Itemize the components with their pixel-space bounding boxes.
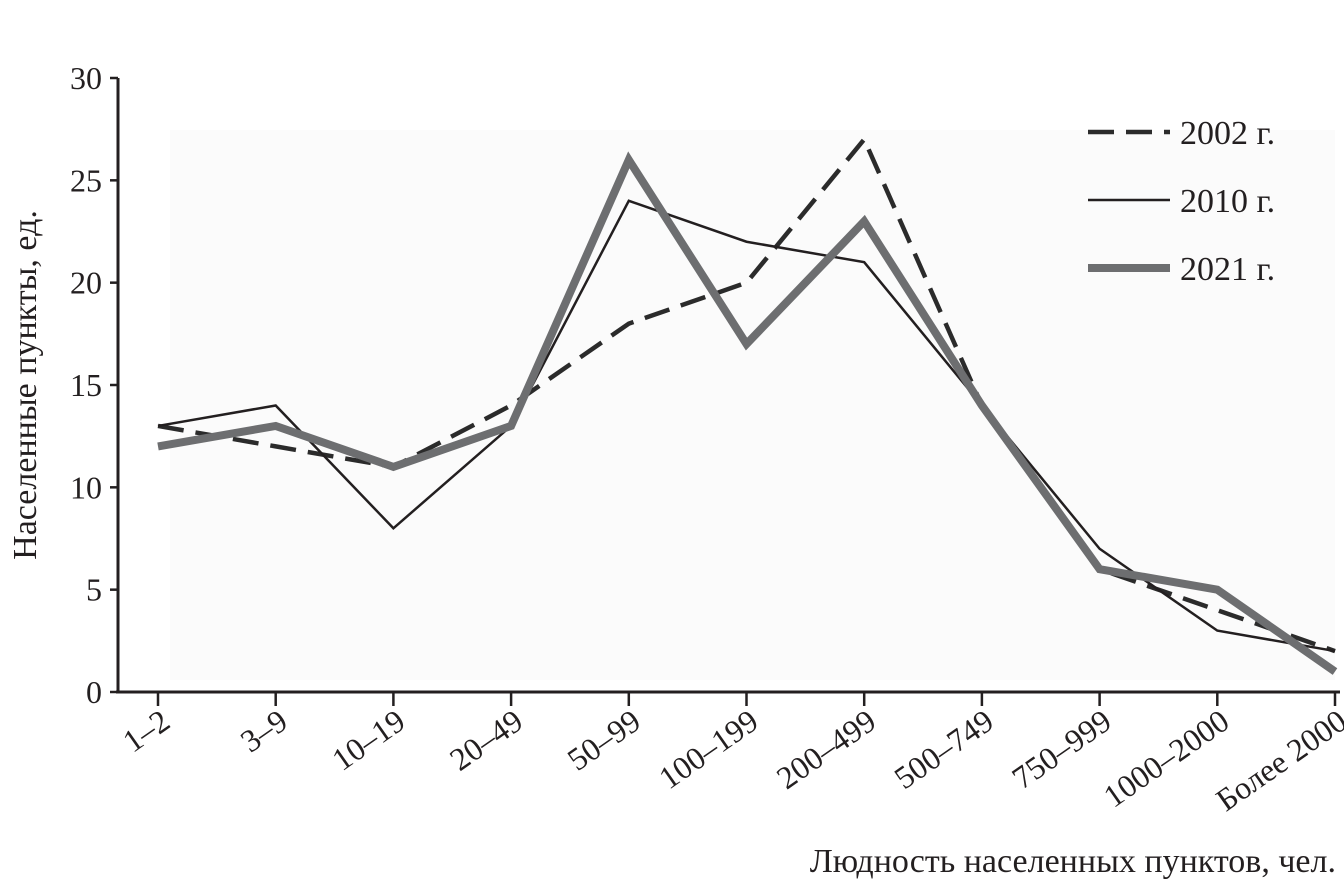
y-tick-label: 0: [86, 674, 102, 710]
x-tick-label: 100–199: [652, 702, 764, 796]
x-tick-label: 50–99: [561, 702, 647, 777]
x-axis-title: Людность населенных пунктов, чел.: [810, 843, 1336, 880]
y-tick-label: 5: [86, 572, 102, 608]
x-tick-label: 10–19: [325, 702, 411, 777]
x-tick-label: 1–2: [116, 702, 176, 759]
plot-background: [170, 130, 1335, 680]
x-tick-label: 200–499: [770, 702, 882, 796]
legend-label: 2010 г.: [1180, 183, 1275, 220]
y-tick-label: 25: [70, 162, 102, 198]
x-tick-label: Более 2000: [1209, 702, 1344, 818]
x-tick-label: 500–749: [888, 702, 1000, 796]
y-tick-label: 10: [70, 469, 102, 505]
x-tick-label: 20–49: [443, 702, 529, 777]
y-tick-label: 15: [70, 367, 102, 403]
x-tick-label: 3–9: [234, 702, 294, 759]
y-tick-label: 20: [70, 265, 102, 301]
series-line-2002: [157, 135, 1336, 654]
legend: 2002 г. 2010 г. 2021 г.: [1088, 115, 1275, 288]
y-axis-title: Населенные пункты, ед.: [7, 210, 44, 560]
y-tick-label: 30: [70, 60, 102, 96]
legend-label: 2002 г.: [1180, 115, 1275, 152]
legend-label: 2021 г.: [1180, 251, 1275, 288]
